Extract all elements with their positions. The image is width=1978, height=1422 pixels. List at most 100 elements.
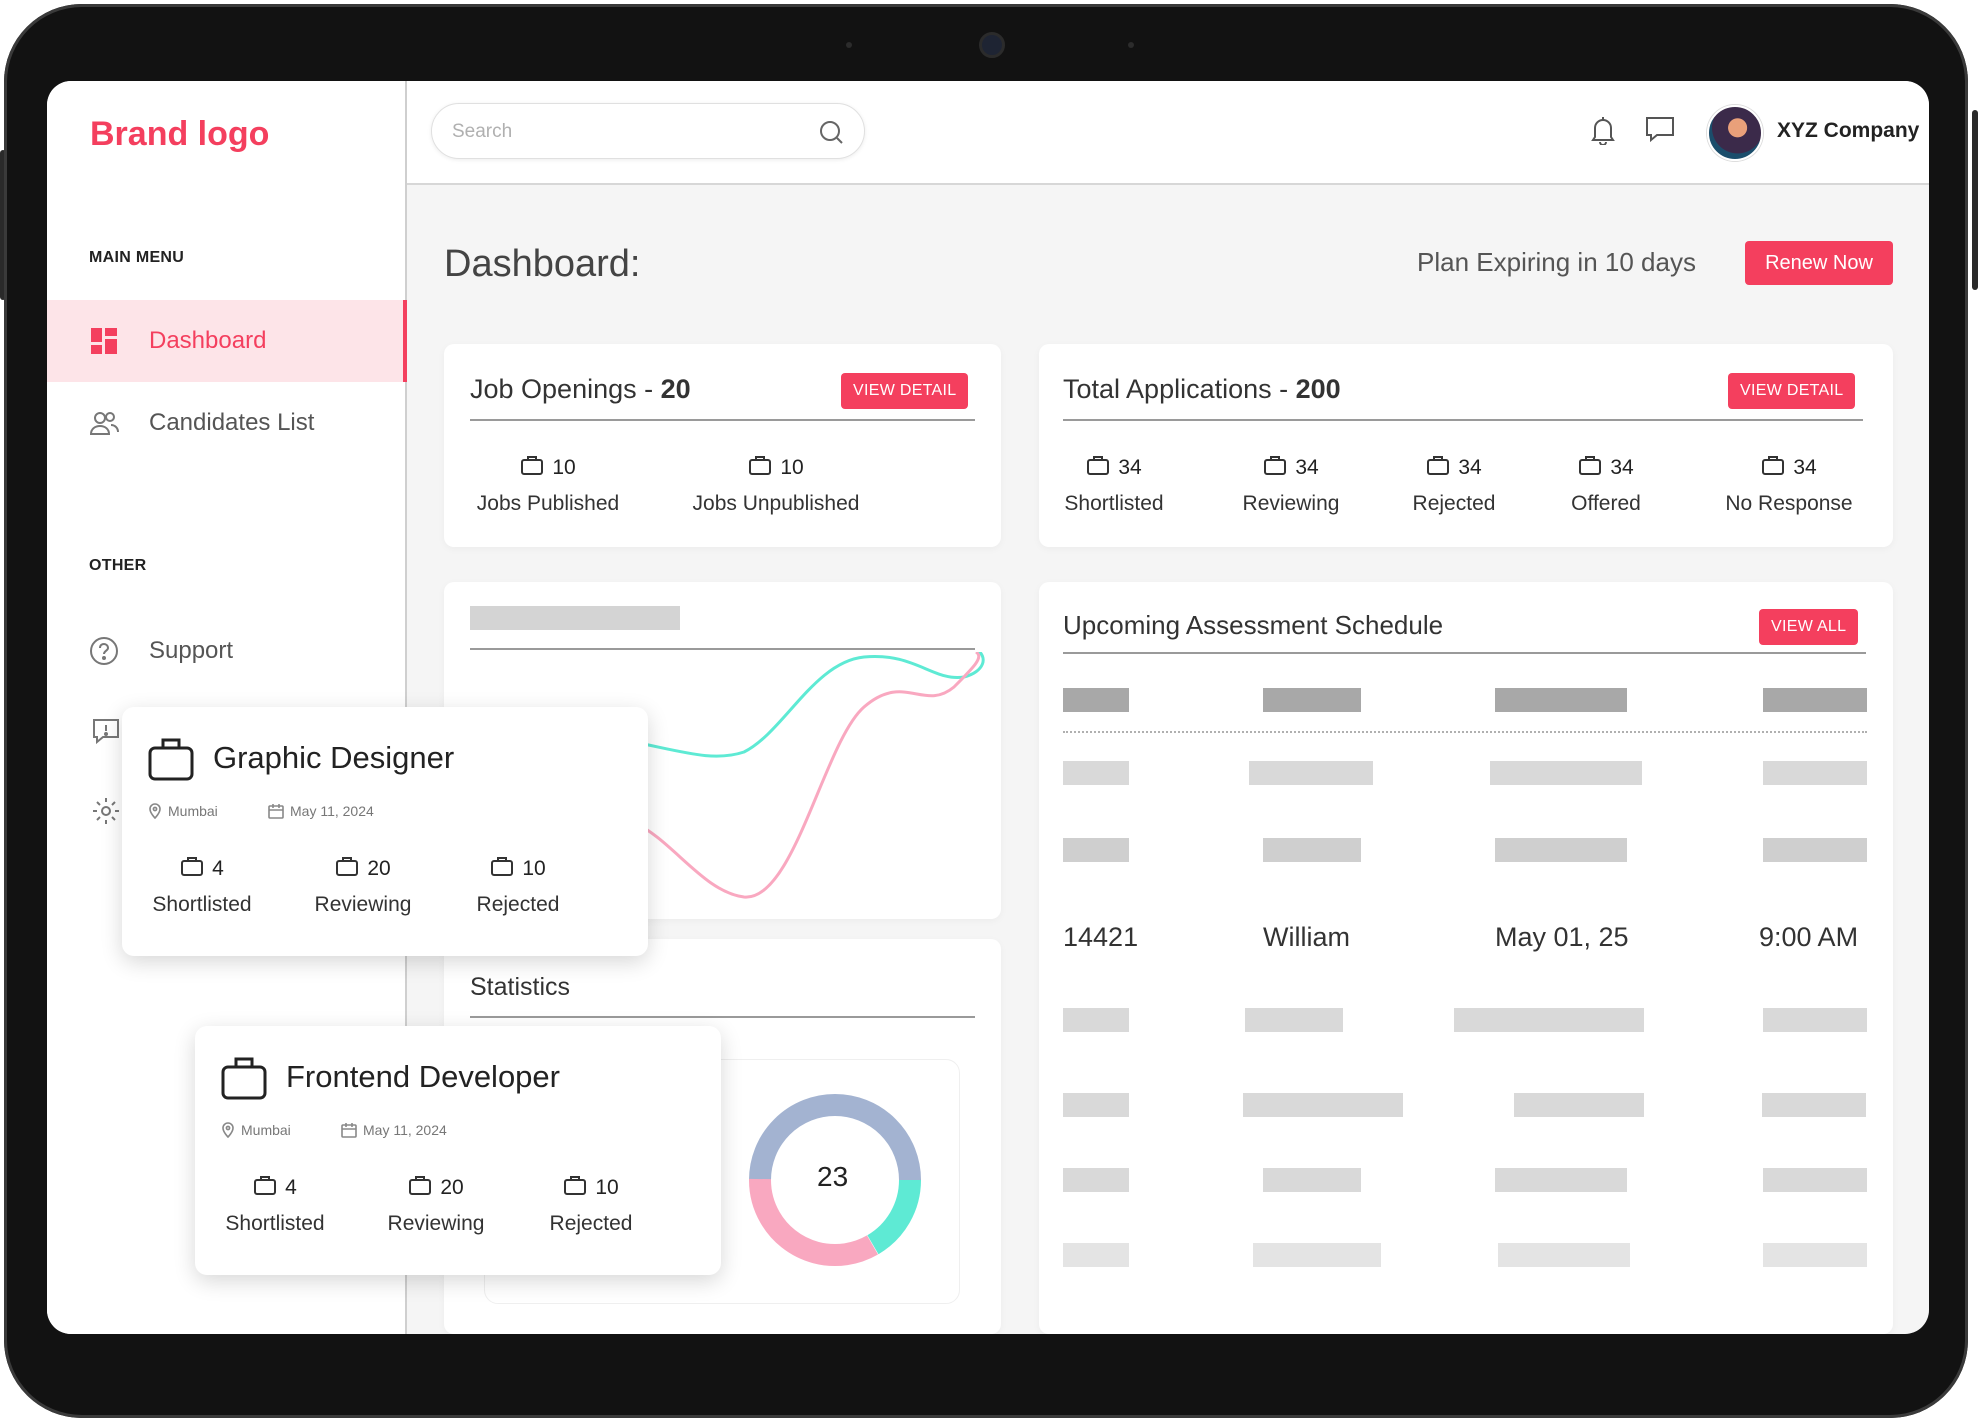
job-stat-reviewing: 20 Reviewing xyxy=(314,855,412,916)
calendar-icon xyxy=(268,804,284,819)
schedule-id[interactable]: 14421 xyxy=(1063,922,1139,952)
power-button xyxy=(1972,110,1978,290)
briefcase-icon xyxy=(335,855,359,883)
schedule-time[interactable]: 9:00 AM xyxy=(1759,922,1859,952)
table-row-placeholder xyxy=(1253,1243,1381,1267)
calendar-icon xyxy=(341,1123,357,1138)
brand-logo[interactable]: Brand logo xyxy=(90,115,270,153)
header-divider xyxy=(1063,731,1867,733)
table-row-placeholder xyxy=(1063,1008,1129,1032)
table-row-placeholder xyxy=(1063,761,1129,785)
briefcase-icon xyxy=(1263,454,1287,482)
feedback-icon[interactable] xyxy=(91,716,121,751)
job-location: Mumbai xyxy=(221,1122,291,1138)
view-all-button[interactable]: VIEW ALL xyxy=(1759,609,1859,645)
sidebar-item-dashboard[interactable]: Dashboard xyxy=(47,300,407,382)
job-stat-rejected: 10 Rejected xyxy=(476,855,560,916)
bell-icon[interactable] xyxy=(1590,115,1616,150)
table-row-placeholder xyxy=(1763,761,1867,785)
job-title[interactable]: Frontend Developer xyxy=(286,1059,560,1094)
stat-rejected: 34 Rejected xyxy=(1412,456,1496,515)
app-screen: Brand logo MAIN MENU Dashboard Candidate… xyxy=(47,81,1929,1334)
briefcase-icon xyxy=(1761,454,1785,482)
location-pin-icon xyxy=(222,1122,234,1138)
schedule-name[interactable]: William xyxy=(1263,922,1350,952)
sidebar-item-support[interactable]: Support xyxy=(47,610,405,692)
divider xyxy=(470,419,975,421)
table-row-placeholder xyxy=(1063,1093,1129,1117)
table-row-placeholder xyxy=(1063,1168,1129,1192)
table-row-placeholder xyxy=(1514,1093,1644,1117)
table-row-placeholder xyxy=(1498,1243,1630,1267)
job-card-frontend-developer[interactable]: Frontend Developer Mumbai May 11, 2024 4… xyxy=(195,1026,721,1275)
divider xyxy=(470,648,975,650)
donut-segment-pink xyxy=(749,1094,921,1266)
donut-center-value: 23 xyxy=(817,1161,849,1192)
settings-icon[interactable] xyxy=(91,796,121,831)
job-title[interactable]: Graphic Designer xyxy=(213,740,455,775)
applications-view-detail-button[interactable]: VIEW DETAIL xyxy=(1728,373,1856,409)
table-row-placeholder xyxy=(1495,1168,1627,1192)
briefcase-icon xyxy=(180,855,204,883)
search-icon[interactable] xyxy=(818,119,844,150)
main-menu-heading: MAIN MENU xyxy=(89,249,185,266)
search-input[interactable] xyxy=(452,118,792,146)
schedule-date[interactable]: May 01, 25 xyxy=(1495,922,1629,952)
top-bar: XYZ Company xyxy=(407,81,1929,185)
stat-shortlisted: 34 Shortlisted xyxy=(1064,454,1164,515)
stat-jobs-unpublished: 10 Jobs Unpublished xyxy=(692,454,860,515)
job-openings-title: Job Openings - 20 xyxy=(470,374,691,404)
chart-title-placeholder xyxy=(470,606,680,630)
renew-now-button[interactable]: Renew Now xyxy=(1745,241,1893,285)
trend-chart xyxy=(633,652,985,899)
briefcase-icon xyxy=(748,454,772,482)
briefcase-icon xyxy=(1578,454,1602,482)
divider xyxy=(1063,652,1866,654)
company-name[interactable]: XYZ Company xyxy=(1777,119,1920,142)
briefcase-icon xyxy=(147,736,195,787)
stat-offered: 34 Offered xyxy=(1571,454,1641,515)
briefcase-icon xyxy=(220,1055,268,1106)
stat-no-response: 34 No Response xyxy=(1725,454,1853,515)
column-header-placeholder xyxy=(1263,688,1361,712)
job-openings-view-detail-button[interactable]: VIEW DETAIL xyxy=(841,373,969,409)
assessment-schedule-card: Upcoming Assessment Schedule VIEW ALL 14… xyxy=(1039,582,1893,1334)
table-row-placeholder xyxy=(1063,1243,1129,1267)
table-row-placeholder xyxy=(1063,838,1129,862)
search-box[interactable] xyxy=(431,103,865,159)
table-row-placeholder xyxy=(1763,1168,1867,1192)
location-pin-icon xyxy=(149,803,161,819)
divider xyxy=(1063,419,1863,421)
table-row-placeholder xyxy=(1763,1243,1867,1267)
briefcase-icon xyxy=(1086,454,1110,482)
job-openings-card: Job Openings - 20 VIEW DETAIL 10 Jobs Pu… xyxy=(444,344,1001,547)
column-header-placeholder xyxy=(1063,688,1129,712)
briefcase-icon xyxy=(490,855,514,883)
donut-segment-teal xyxy=(749,1094,921,1266)
job-card-graphic-designer[interactable]: Graphic Designer Mumbai May 11, 2024 4 S… xyxy=(122,707,648,956)
volume-button xyxy=(0,150,6,300)
help-icon xyxy=(89,636,119,666)
column-header-placeholder xyxy=(1763,688,1867,712)
other-heading: OTHER xyxy=(89,557,147,574)
plan-notice: Plan Expiring in 10 days xyxy=(1417,247,1696,277)
total-applications-title: Total Applications - 200 xyxy=(1063,374,1341,404)
table-row-placeholder xyxy=(1243,1093,1403,1117)
divider xyxy=(470,1016,975,1018)
table-row-placeholder xyxy=(1454,1008,1644,1032)
users-icon xyxy=(89,408,119,438)
job-location: Mumbai xyxy=(148,803,218,819)
briefcase-icon xyxy=(408,1174,432,1202)
column-header-placeholder xyxy=(1495,688,1627,712)
chat-icon[interactable] xyxy=(1645,115,1675,148)
briefcase-icon xyxy=(253,1174,277,1202)
sidebar-item-candidates[interactable]: Candidates List xyxy=(47,382,405,464)
avatar[interactable] xyxy=(1707,105,1763,161)
camera-icon xyxy=(979,32,1005,58)
statistics-title: Statistics xyxy=(470,973,571,1001)
dashboard-icon xyxy=(89,326,119,356)
table-row-placeholder xyxy=(1763,838,1867,862)
total-applications-card: Total Applications - 200 VIEW DETAIL 34 … xyxy=(1039,344,1893,547)
sensor-dot xyxy=(1128,42,1134,48)
